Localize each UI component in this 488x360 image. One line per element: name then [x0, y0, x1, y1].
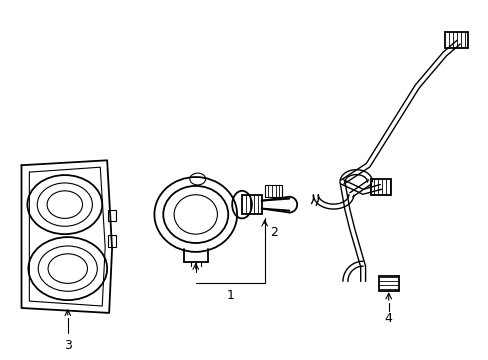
Bar: [108, 210, 116, 221]
Bar: [108, 235, 116, 247]
Bar: [370, 179, 390, 195]
Text: 2: 2: [270, 226, 278, 239]
Bar: [378, 275, 398, 291]
Bar: [444, 32, 468, 48]
Bar: [264, 185, 282, 197]
Text: 3: 3: [64, 339, 72, 352]
Text: 4: 4: [384, 312, 392, 325]
Bar: [242, 195, 261, 215]
Text: 1: 1: [226, 289, 234, 302]
